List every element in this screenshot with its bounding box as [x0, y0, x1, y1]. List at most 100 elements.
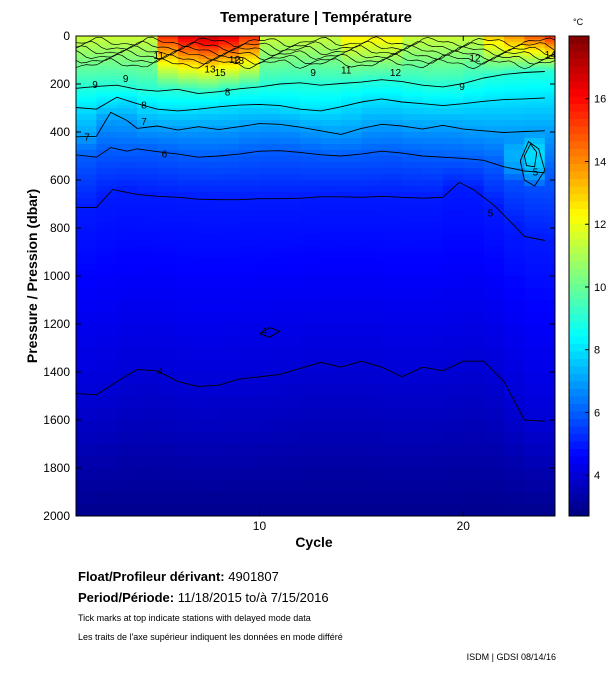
heatmap-cell — [96, 90, 118, 95]
heatmap-cell — [218, 70, 240, 75]
heatmap-cell — [340, 186, 362, 193]
heatmap-cell — [76, 384, 97, 397]
heatmap-cell — [218, 108, 240, 115]
surface-contour — [76, 58, 555, 70]
colorbar-tick-label: 12 — [594, 219, 606, 231]
heatmap-cell — [402, 396, 424, 409]
heatmap-cell — [76, 126, 97, 133]
heatmap-cell — [116, 216, 138, 223]
heatmap-cell — [483, 108, 505, 115]
heatmap-cell — [402, 204, 424, 211]
contour-label: 4 — [158, 367, 164, 378]
heatmap-cell — [137, 324, 159, 337]
heatmap-cell — [239, 44, 261, 49]
heatmap-cell — [402, 70, 424, 75]
heatmap-cell — [96, 480, 118, 493]
heatmap-cell — [279, 204, 301, 211]
colorbar-tick-label: 6 — [594, 407, 600, 419]
heatmap-cell — [96, 73, 118, 77]
heatmap-cell — [198, 336, 220, 349]
heatmap-cell — [116, 162, 138, 169]
heatmap-cell — [96, 408, 118, 421]
heatmap-cell — [320, 108, 342, 115]
heatmap-cell — [320, 36, 342, 40]
heatmap-cell — [76, 47, 97, 51]
heatmap-cell — [504, 59, 526, 63]
heatmap-cell — [381, 108, 403, 115]
heatmap-cell — [76, 56, 97, 60]
heatmap-cell — [544, 53, 555, 57]
heatmap-cell — [96, 174, 118, 181]
heatmap-cell — [361, 276, 383, 289]
heatmap-cell — [96, 198, 118, 205]
colorbar-segment — [569, 126, 589, 134]
heatmap-cell — [544, 246, 555, 253]
heatmap-cell — [116, 87, 138, 92]
heatmap-cell — [96, 186, 118, 193]
heatmap-cell — [524, 44, 546, 49]
heatmap-cell — [157, 174, 179, 181]
heatmap-cell — [177, 252, 199, 259]
heatmap-cell — [239, 384, 261, 397]
heatmap-cell — [544, 108, 555, 115]
heatmap-cell — [361, 270, 383, 277]
heatmap-cell — [422, 144, 444, 151]
heatmap-cell — [218, 288, 240, 301]
heatmap-cell — [504, 270, 526, 277]
heatmap-cell — [300, 108, 322, 115]
heatmap-cell — [137, 372, 159, 385]
contour-lines — [76, 36, 555, 422]
heatmap-cell — [116, 93, 138, 98]
heatmap-cell — [300, 132, 322, 139]
heatmap-cell — [340, 36, 362, 40]
heatmap-cell — [402, 216, 424, 223]
heatmap-cell — [279, 36, 301, 40]
heatmap-cell — [76, 276, 97, 289]
heatmap-cell — [239, 56, 261, 60]
heatmap-cell — [116, 336, 138, 349]
heatmap-cell — [361, 144, 383, 151]
heatmap-cell — [239, 105, 261, 109]
heatmap-cell — [177, 384, 199, 397]
heatmap-cell — [402, 150, 424, 157]
heatmap-cell — [361, 336, 383, 349]
heatmap-cell — [524, 174, 546, 181]
heatmap-cell — [279, 108, 301, 115]
heatmap-cell — [137, 156, 159, 163]
heatmap-cell — [422, 64, 444, 69]
heatmap-cell — [340, 53, 362, 57]
heatmap-cell — [157, 396, 179, 409]
heatmap-cell — [340, 144, 362, 151]
chart-title: Temperature | Température — [220, 9, 412, 26]
heatmap-cell — [402, 252, 424, 259]
heatmap-cell — [361, 264, 383, 271]
heatmap-cell — [116, 288, 138, 301]
heatmap-cell — [340, 396, 362, 409]
heatmap-cell — [442, 348, 464, 361]
heatmap-cell — [218, 50, 240, 54]
heatmap-cell — [300, 138, 322, 145]
heatmap-cell — [76, 87, 97, 92]
heatmap-cell — [504, 105, 526, 109]
heatmap-cell — [116, 38, 138, 43]
heatmap-cell — [76, 82, 97, 86]
heatmap-cell — [300, 252, 322, 259]
heatmap-cell — [198, 73, 220, 77]
heatmap-cell — [157, 240, 179, 247]
heatmap-cell — [239, 180, 261, 187]
colorbar-segment — [569, 148, 589, 157]
heatmap-cell — [381, 150, 403, 157]
colorbar-segment — [569, 486, 589, 494]
colorbar-segment — [569, 373, 589, 382]
heatmap-cell — [381, 408, 403, 421]
heatmap-cell — [116, 252, 138, 259]
heatmap-cell — [483, 70, 505, 75]
heatmap-cell — [218, 44, 240, 49]
heatmap-cell — [402, 138, 424, 145]
heatmap-cell — [504, 456, 526, 469]
colorbar-segment — [569, 463, 589, 472]
heatmap-cell — [463, 222, 485, 229]
heatmap-cell — [504, 246, 526, 253]
heatmap-cell — [463, 204, 485, 211]
heatmap-cell — [361, 228, 383, 235]
